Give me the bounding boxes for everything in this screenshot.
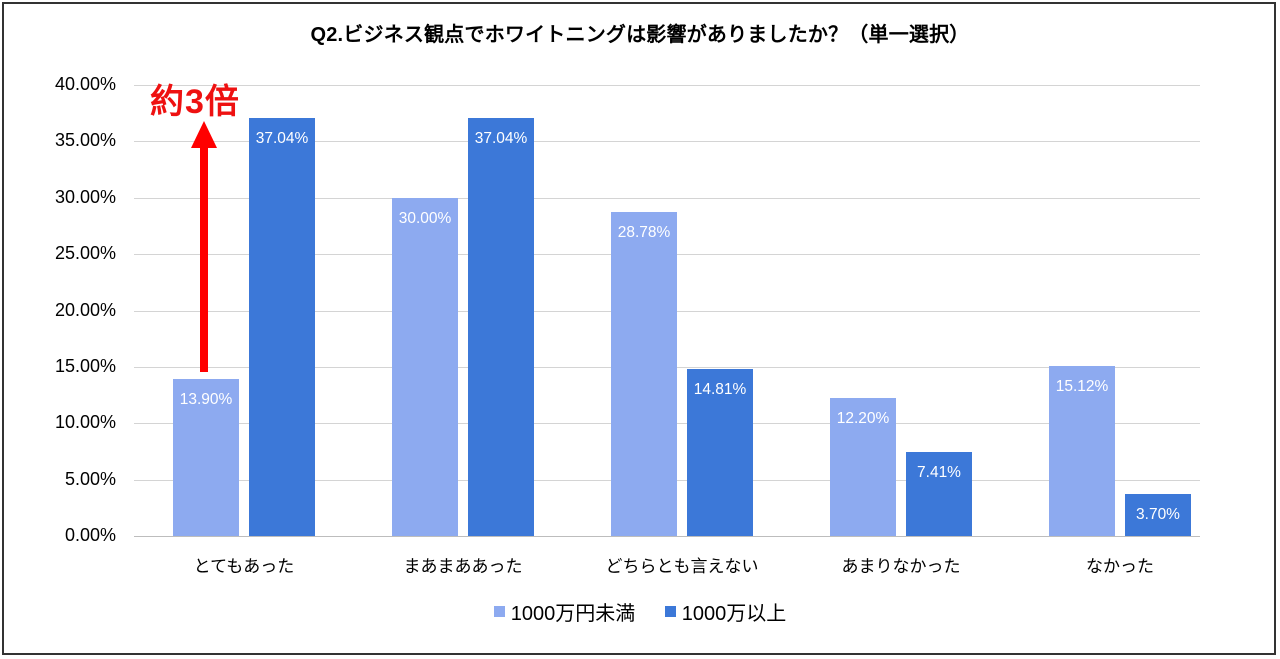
y-tick-label: 35.00% <box>54 130 116 150</box>
bar-value-label: 3.70% <box>1136 506 1180 523</box>
bar-value-label: 13.90% <box>179 391 233 408</box>
legend-item-over-10m: 1000万以上 <box>664 597 787 626</box>
annotation-text: 約3倍 <box>150 83 240 121</box>
y-tick-label: 30.00% <box>54 187 116 207</box>
bar-under-10m: 30.00% <box>392 198 458 536</box>
x-category-label: どちらとも言えない <box>605 557 759 576</box>
annotation-arrow-shaft <box>200 146 208 372</box>
gridline <box>134 536 1200 537</box>
y-tick-label: 5.00% <box>64 469 116 489</box>
bar-value-label: 28.78% <box>617 224 671 241</box>
x-category-label: まあまああった <box>403 557 523 576</box>
bar-under-10m: 15.12% <box>1049 366 1115 536</box>
y-tick-label: 40.00% <box>54 74 116 94</box>
legend: 1000万円未満 1000万以上 <box>0 597 1280 626</box>
bar-value-label: 15.12% <box>1055 378 1109 395</box>
gridline <box>134 198 1200 199</box>
legend-swatch-icon <box>493 606 505 617</box>
bar-value-label: 37.04% <box>474 130 528 147</box>
bar-under-10m: 12.20% <box>830 398 896 536</box>
bar-value-label: 12.20% <box>836 410 890 427</box>
bar-value-label: 14.81% <box>693 381 747 398</box>
bar-over-10m: 3.70% <box>1125 494 1191 536</box>
y-tick-label: 10.00% <box>54 412 116 432</box>
bar-value-label: 7.41% <box>917 464 961 481</box>
x-category-label: なかった <box>1086 557 1154 576</box>
bar-over-10m: 37.04% <box>249 118 315 536</box>
y-tick-label: 0.00% <box>64 525 116 545</box>
gridline <box>134 85 1200 86</box>
x-category-label: とてもあった <box>193 557 295 576</box>
legend-swatch-icon <box>664 606 676 617</box>
bar-under-10m: 13.90% <box>173 379 239 536</box>
bar-over-10m: 14.81% <box>687 369 753 536</box>
legend-item-under-10m: 1000万円未満 <box>493 597 636 626</box>
bar-over-10m: 37.04% <box>468 118 534 536</box>
bar-value-label: 37.04% <box>255 130 309 147</box>
legend-label: 1000万以上 <box>681 603 787 625</box>
y-tick-label: 15.00% <box>54 356 116 376</box>
x-category-label: あまりなかった <box>841 557 961 576</box>
y-tick-label: 25.00% <box>54 243 116 263</box>
gridline <box>134 141 1200 142</box>
y-tick-label: 20.00% <box>54 300 116 320</box>
bar-over-10m: 7.41% <box>906 452 972 536</box>
bar-under-10m: 28.78% <box>611 212 677 536</box>
chart-title: Q2.ビジネス観点でホワイトニングは影響がありましたか？（単一選択） <box>310 24 970 46</box>
bar-value-label: 30.00% <box>398 210 452 227</box>
legend-label: 1000万円未満 <box>510 603 636 625</box>
arrow-up-icon <box>191 121 217 148</box>
